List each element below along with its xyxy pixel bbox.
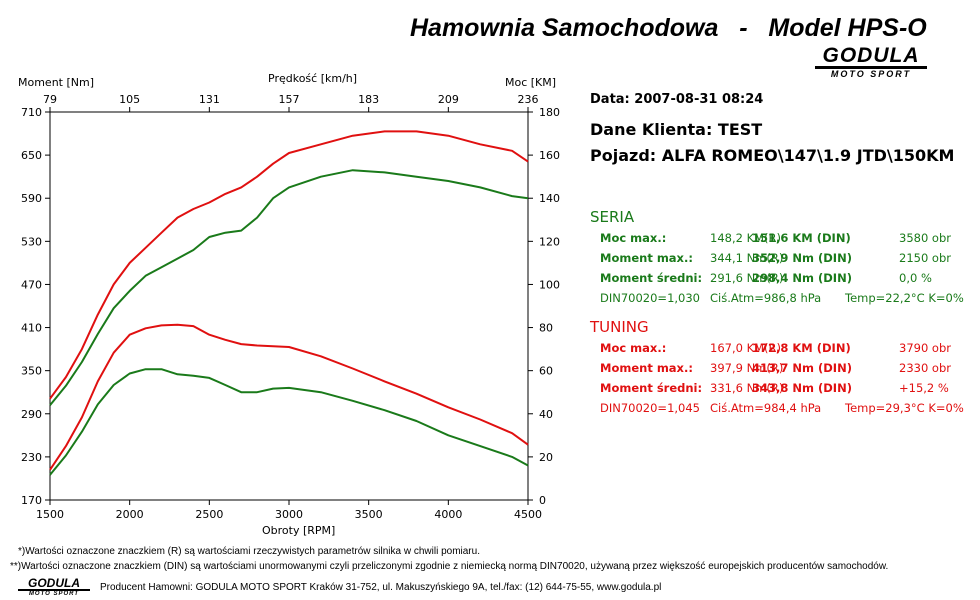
seria-title: SERIA bbox=[590, 208, 635, 226]
din-atm: Ciś.Atm=984,4 hPa bbox=[710, 401, 822, 415]
brand-name: GODULA bbox=[815, 45, 927, 69]
producer-info: Producent Hamowni: GODULA MOTO SPORT Kra… bbox=[100, 582, 662, 593]
y-right-tick-label: 60 bbox=[539, 365, 553, 378]
series-moc-tuning bbox=[49, 130, 529, 400]
row-label: Moc max.: bbox=[600, 231, 667, 245]
dyno-chart: Moment [Nm] Prędkość [km/h] Moc [KM] Obr… bbox=[18, 72, 560, 537]
footnote-din: **)Wartości oznaczone znaczkiem (DIN) są… bbox=[10, 561, 889, 572]
series-moment-tuning bbox=[49, 323, 529, 471]
y-right-tick-label: 140 bbox=[539, 192, 560, 205]
y-left-tick-label: 530 bbox=[21, 235, 42, 248]
x-axis-title: Obroty [RPM] bbox=[262, 524, 335, 537]
y-left-axis-title: Moment [Nm] bbox=[18, 76, 94, 89]
row-label: Moment max.: bbox=[600, 361, 693, 375]
row-value-extra: 3790 obr bbox=[899, 341, 951, 355]
y-left-tick-label: 650 bbox=[21, 149, 42, 162]
top-tick-label: 157 bbox=[279, 93, 300, 106]
row-value-r: 331,6 Nm(R) bbox=[710, 381, 784, 395]
row-value-extra: 2330 obr bbox=[899, 361, 951, 375]
x-top-axis-title: Prędkość [km/h] bbox=[268, 72, 357, 85]
row-value-extra: +15,2 % bbox=[899, 381, 949, 395]
row-value-din: 413,7 Nm (DIN) bbox=[752, 361, 852, 375]
tuning-title: TUNING bbox=[590, 318, 649, 336]
y-left-tick-label: 170 bbox=[21, 494, 42, 507]
y-right-tick-label: 80 bbox=[539, 322, 553, 335]
page-title: Hamownia Samochodowa - Model HPS-O bbox=[410, 14, 927, 42]
row-label: Moment średni: bbox=[600, 271, 703, 285]
row-value-r: 397,9 Nm(R) bbox=[710, 361, 784, 375]
din-factor: DIN70020=1,030 bbox=[600, 291, 700, 305]
top-tick-label: 131 bbox=[199, 93, 220, 106]
din-temp: Temp=29,3°C K=0% bbox=[845, 401, 964, 415]
y-right-tick-label: 120 bbox=[539, 235, 560, 248]
row-label: Moment średni: bbox=[600, 381, 703, 395]
row-value-din: 343,8 Nm (DIN) bbox=[752, 381, 852, 395]
top-tick-label: 236 bbox=[518, 93, 539, 106]
row-value-din: 172,8 KM (DIN) bbox=[752, 341, 851, 355]
y-right-tick-label: 100 bbox=[539, 278, 560, 291]
plot-frame bbox=[49, 111, 529, 501]
y-left-tick-label: 410 bbox=[21, 322, 42, 335]
brand-logo: GODULA MOTO SPORT bbox=[815, 45, 927, 79]
row-value-r: 344,1 Nm(R) bbox=[710, 251, 784, 265]
row-value-r: 167,0 KM(R) bbox=[710, 341, 782, 355]
client-name: Dane Klienta: TEST bbox=[590, 120, 763, 139]
row-value-din: 352,9 Nm (DIN) bbox=[752, 251, 852, 265]
din-atm: Ciś.Atm=986,8 hPa bbox=[710, 291, 822, 305]
series-moment-seria bbox=[49, 368, 529, 476]
y-left-tick-label: 230 bbox=[21, 451, 42, 464]
footer-logo-sub: MOTO SPORT bbox=[28, 591, 80, 597]
x-tick-label: 3000 bbox=[275, 508, 303, 521]
row-value-extra: 0,0 % bbox=[899, 271, 932, 285]
test-date: Data: 2007-08-31 08:24 bbox=[590, 92, 764, 107]
row-label: Moment max.: bbox=[600, 251, 693, 265]
y-right-tick-label: 180 bbox=[539, 106, 560, 119]
footnote-r: *)Wartości oznaczone znaczkiem (R) są wa… bbox=[18, 546, 480, 557]
y-left-tick-label: 470 bbox=[21, 278, 42, 291]
top-tick-label: 79 bbox=[43, 93, 57, 106]
top-tick-label: 209 bbox=[438, 93, 459, 106]
series-moc-seria bbox=[49, 169, 529, 406]
footer-logo: GODULA MOTO SPORT bbox=[18, 577, 90, 597]
row-value-extra: 2150 obr bbox=[899, 251, 951, 265]
y-right-tick-label: 20 bbox=[539, 451, 553, 464]
brand-sub: MOTO SPORT bbox=[830, 69, 912, 79]
row-value-r: 291,6 Nm(R) bbox=[710, 271, 784, 285]
y-left-tick-label: 350 bbox=[21, 365, 42, 378]
x-tick-label: 1500 bbox=[36, 508, 64, 521]
y-left-tick-label: 590 bbox=[21, 192, 42, 205]
row-value-din: 298,4 Nm (DIN) bbox=[752, 271, 852, 285]
x-tick-label: 2000 bbox=[116, 508, 144, 521]
row-label: Moc max.: bbox=[600, 341, 667, 355]
top-tick-label: 183 bbox=[358, 93, 379, 106]
y-left-tick-label: 710 bbox=[21, 106, 42, 119]
y-right-tick-label: 40 bbox=[539, 408, 553, 421]
row-value-extra: 3580 obr bbox=[899, 231, 951, 245]
y-right-axis-title: Moc [KM] bbox=[505, 76, 556, 89]
din-factor: DIN70020=1,045 bbox=[600, 401, 700, 415]
x-tick-label: 3500 bbox=[355, 508, 383, 521]
x-tick-label: 2500 bbox=[195, 508, 223, 521]
top-tick-label: 105 bbox=[119, 93, 140, 106]
din-temp: Temp=22,2°C K=0% bbox=[845, 291, 964, 305]
x-tick-label: 4000 bbox=[434, 508, 462, 521]
x-tick-label: 4500 bbox=[514, 508, 542, 521]
footer-logo-name: GODULA bbox=[18, 577, 90, 591]
row-value-din: 151,6 KM (DIN) bbox=[752, 231, 851, 245]
y-left-tick-label: 290 bbox=[21, 408, 42, 421]
vehicle-name: Pojazd: ALFA ROMEO\147\1.9 JTD\150KM bbox=[590, 146, 955, 165]
row-value-r: 148,2 KM(R) bbox=[710, 231, 782, 245]
y-right-tick-label: 0 bbox=[539, 494, 546, 507]
y-right-tick-label: 160 bbox=[539, 149, 560, 162]
